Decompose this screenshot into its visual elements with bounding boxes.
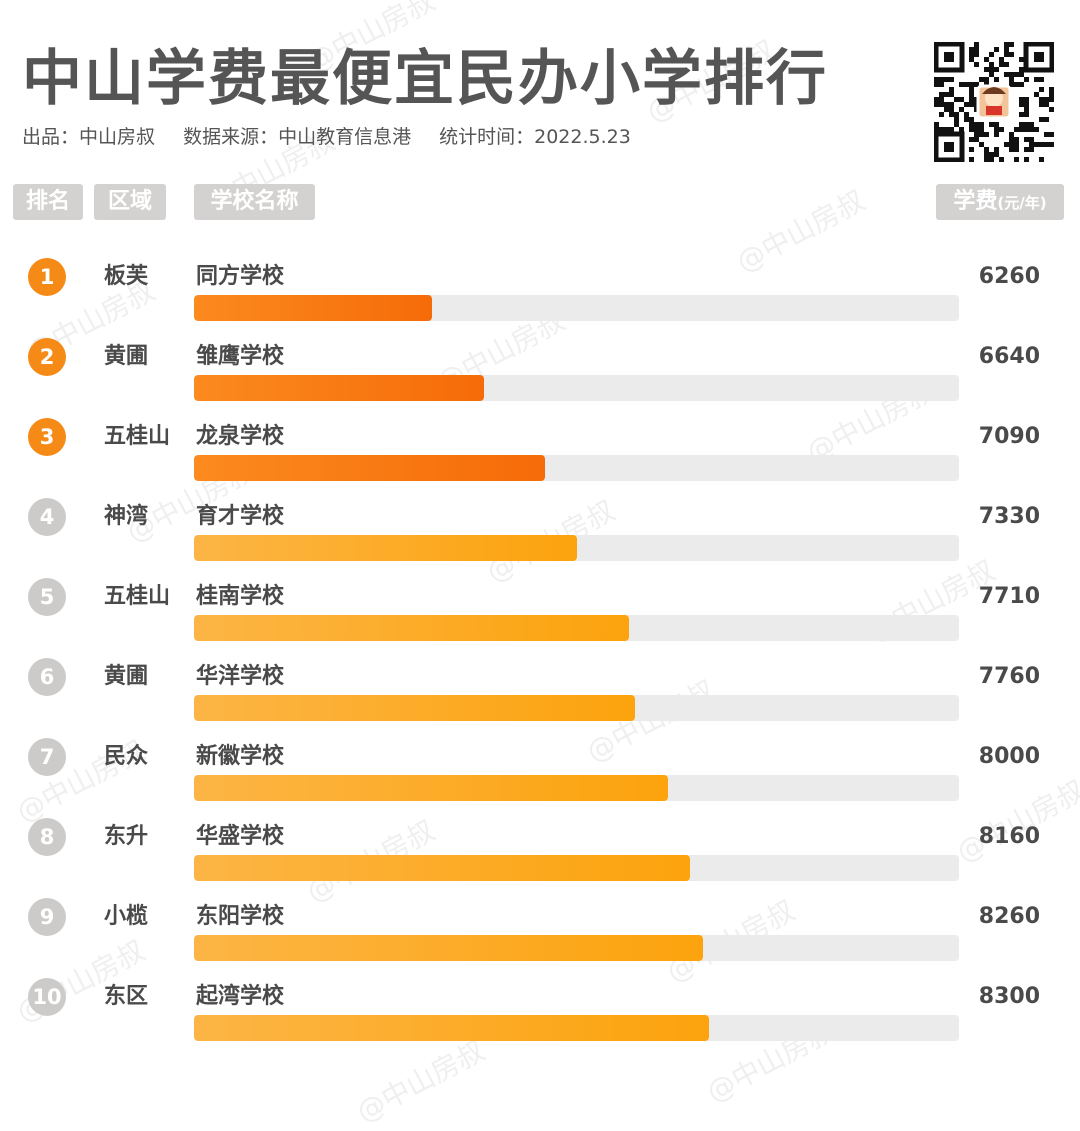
rank-badge: 8 bbox=[28, 818, 66, 856]
fee-value: 7330 bbox=[978, 504, 1040, 529]
fee-value: 8160 bbox=[978, 824, 1040, 849]
fee-bar bbox=[194, 855, 690, 881]
table-row: 7 民众 新徽学校 8000 bbox=[0, 736, 1080, 816]
school-name: 华洋学校 bbox=[196, 664, 285, 689]
school-name: 桂南学校 bbox=[196, 584, 285, 609]
rank-badge: 1 bbox=[28, 258, 66, 296]
bar-track bbox=[194, 935, 959, 961]
rank-badge: 5 bbox=[28, 578, 66, 616]
rank-badge: 10 bbox=[28, 978, 66, 1016]
bar-track bbox=[194, 535, 959, 561]
fee-value: 8300 bbox=[978, 984, 1040, 1009]
rank-badge: 3 bbox=[28, 418, 66, 456]
table-row: 1 板芙 同方学校 6260 bbox=[0, 256, 1080, 336]
area-label: 五桂山 bbox=[104, 584, 171, 609]
bar-track bbox=[194, 695, 959, 721]
header-rank: 排名 bbox=[13, 184, 83, 220]
area-label: 五桂山 bbox=[104, 424, 171, 449]
source-label: 数据来源：中山教育信息港 bbox=[183, 126, 412, 148]
table-row: 6 黄圃 华洋学校 7760 bbox=[0, 656, 1080, 736]
subtitle: 出品：中山房叔 数据来源：中山教育信息港 统计时间：2022.5.23 bbox=[22, 122, 653, 149]
header-fee: 学费(元/年) bbox=[936, 184, 1064, 220]
fee-bar bbox=[194, 455, 545, 481]
fee-value: 7090 bbox=[978, 424, 1040, 449]
fee-bar bbox=[194, 295, 432, 321]
table-row: 5 五桂山 桂南学校 7710 bbox=[0, 576, 1080, 656]
rank-badge: 4 bbox=[28, 498, 66, 536]
bar-track bbox=[194, 775, 959, 801]
fee-bar bbox=[194, 935, 703, 961]
area-label: 黄圃 bbox=[104, 344, 149, 369]
table-row: 9 小榄 东阳学校 8260 bbox=[0, 896, 1080, 976]
header-fee-unit: (元/年) bbox=[997, 194, 1047, 212]
school-name: 起湾学校 bbox=[196, 984, 285, 1009]
producer-label: 出品：中山房叔 bbox=[22, 126, 156, 148]
area-label: 东区 bbox=[104, 984, 149, 1009]
page-title: 中山学费最便宜民办小学排行 bbox=[22, 44, 828, 114]
fee-value: 8260 bbox=[978, 904, 1040, 929]
fee-bar bbox=[194, 695, 635, 721]
bar-track bbox=[194, 295, 959, 321]
fee-value: 8000 bbox=[978, 744, 1040, 769]
header-fee-label: 学费 bbox=[953, 189, 998, 214]
area-label: 小榄 bbox=[104, 904, 149, 929]
table-row: 2 黄圃 雏鹰学校 6640 bbox=[0, 336, 1080, 416]
rank-badge: 9 bbox=[28, 898, 66, 936]
school-name: 华盛学校 bbox=[196, 824, 285, 849]
header-school: 学校名称 bbox=[194, 184, 315, 220]
qr-code-icon bbox=[934, 42, 1054, 162]
table-row: 3 五桂山 龙泉学校 7090 bbox=[0, 416, 1080, 496]
fee-value: 6640 bbox=[978, 344, 1040, 369]
fee-value: 7760 bbox=[978, 664, 1040, 689]
table-row: 4 神湾 育才学校 7330 bbox=[0, 496, 1080, 576]
table-row: 10 东区 起湾学校 8300 bbox=[0, 976, 1080, 1056]
fee-value: 6260 bbox=[978, 264, 1040, 289]
school-name: 东阳学校 bbox=[196, 904, 285, 929]
rank-badge: 7 bbox=[28, 738, 66, 776]
rank-badge: 2 bbox=[28, 338, 66, 376]
fee-bar bbox=[194, 375, 484, 401]
fee-bar bbox=[194, 535, 577, 561]
bar-track bbox=[194, 1015, 959, 1041]
table-row: 8 东升 华盛学校 8160 bbox=[0, 816, 1080, 896]
area-label: 板芙 bbox=[104, 264, 149, 289]
area-label: 民众 bbox=[104, 744, 149, 769]
bar-track bbox=[194, 855, 959, 881]
bar-track bbox=[194, 375, 959, 401]
fee-bar bbox=[194, 775, 668, 801]
school-name: 龙泉学校 bbox=[196, 424, 285, 449]
area-label: 东升 bbox=[104, 824, 149, 849]
fee-bar bbox=[194, 615, 629, 641]
school-name: 新徽学校 bbox=[196, 744, 285, 769]
bar-track bbox=[194, 455, 959, 481]
school-name: 同方学校 bbox=[196, 264, 285, 289]
area-label: 神湾 bbox=[104, 504, 149, 529]
school-name: 雏鹰学校 bbox=[196, 344, 285, 369]
school-name: 育才学校 bbox=[196, 504, 285, 529]
area-label: 黄圃 bbox=[104, 664, 149, 689]
fee-value: 7710 bbox=[978, 584, 1040, 609]
rank-badge: 6 bbox=[28, 658, 66, 696]
bar-track bbox=[194, 615, 959, 641]
fee-bar bbox=[194, 1015, 709, 1041]
stat-time-label: 统计时间：2022.5.23 bbox=[439, 126, 631, 148]
header-area: 区域 bbox=[94, 184, 166, 220]
